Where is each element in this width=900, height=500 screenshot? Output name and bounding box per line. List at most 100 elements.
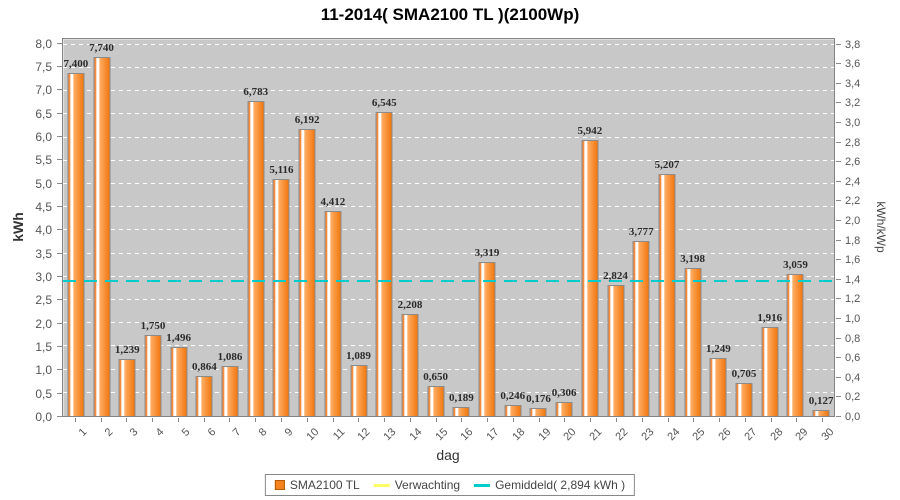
average-line (63, 279, 834, 282)
bar-day-14 (401, 313, 419, 416)
bar-value-label: 5,942 (577, 125, 603, 138)
y-right-tick (836, 259, 841, 261)
bar-day-18 (504, 404, 522, 416)
x-axis: 1 2 3 4 5 6 7 8 9 10 11 12 13 14 15 16 17 18 19 20 21 22 23 24 2… (62, 418, 837, 452)
bar-day-6 (195, 375, 213, 416)
bar-day-9 (272, 178, 290, 416)
bar-value-label: 1,496 (166, 331, 192, 344)
bar-day-20 (555, 401, 573, 416)
bar-value-label: 3,059 (783, 259, 808, 272)
y-left-tick-label: 4,5 (35, 200, 52, 215)
bar-value-label: 5,207 (654, 159, 680, 172)
x-tick-label: 25 (690, 426, 708, 444)
y-right-tick-label: 2,6 (845, 156, 861, 169)
bar-value-label: 7,740 (89, 41, 114, 54)
legend-label: Gemiddeld( 2,894 kWh ) (495, 478, 626, 492)
x-tick (667, 418, 669, 422)
y-axis-right: 0,0 0,2 0,4 0,6 0,8 1,0 1,2 1,4 1,6 1,8 2,0 2,2 2,4 2… (836, 38, 900, 423)
x-tick-label: 15 (432, 426, 451, 444)
x-tick (512, 418, 514, 422)
gridline (63, 113, 834, 115)
y-left-tick-label: 3,5 (35, 246, 52, 261)
bar-value-label: 3,777 (628, 225, 654, 238)
x-tick-label: 21 (587, 426, 605, 444)
x-tick (384, 418, 386, 422)
x-tick (435, 418, 437, 422)
bar-day-7 (221, 365, 239, 416)
chart-title: 11-2014( SMA2100 TL )(2100Wp) (320, 5, 580, 24)
bar-day-11 (324, 211, 342, 416)
x-tick (255, 418, 257, 422)
x-tick (641, 418, 643, 422)
x-tick-label: 19 (536, 426, 554, 444)
legend-item-series: SMA2100 TL (274, 478, 360, 492)
y-left-tick (57, 42, 62, 44)
bar-day-16 (452, 407, 470, 416)
y-right-tick-label: 3,0 (845, 117, 861, 130)
gridline (63, 136, 834, 138)
bar-value-label: 6,545 (371, 97, 397, 110)
y-right-tick-label: 0,4 (845, 371, 861, 384)
x-tick-label: 1 (76, 426, 90, 439)
y-left-tick-label: 6,0 (35, 130, 52, 145)
y-right-tick-label: 2,8 (845, 136, 861, 149)
x-tick-label: 22 (613, 426, 631, 444)
bar-value-label: 3,198 (680, 252, 706, 265)
y-right-tick-label: 2,2 (845, 195, 861, 208)
x-tick-label: 5 (179, 426, 193, 439)
x-tick (332, 418, 334, 422)
y-right-tick-label: 2,4 (845, 175, 861, 188)
y-left-tick (57, 252, 62, 254)
x-tick-label: 3 (128, 426, 141, 439)
y-right-tick (836, 82, 841, 84)
y-right-tick-label: 2,0 (845, 215, 861, 228)
x-tick-label: 11 (330, 426, 348, 443)
x-tick (281, 418, 283, 422)
y-left-tick (57, 159, 62, 161)
bar-value-label: 2,824 (603, 269, 628, 282)
x-tick (744, 418, 746, 422)
gridline (63, 159, 834, 161)
legend-label: Verwachting (394, 478, 461, 492)
gridline (63, 206, 834, 208)
y-right-tick (836, 376, 841, 378)
y-right-tick-label: 0,0 (845, 411, 861, 423)
x-tick (358, 418, 360, 422)
x-tick-label: 26 (716, 426, 734, 444)
y-left-tick-label: 0,0 (35, 410, 52, 424)
bar-day-2 (93, 56, 111, 416)
gridline (63, 345, 834, 347)
bar-value-label: 5,116 (269, 163, 294, 176)
x-tick-label: 2 (102, 426, 116, 439)
gridline (63, 252, 834, 254)
bar-day-3 (118, 358, 136, 416)
x-tick-label: 16 (458, 426, 476, 444)
gridline (63, 66, 834, 68)
bar-value-label: 1,089 (346, 350, 371, 363)
bar-value-label: 0,176 (526, 392, 551, 405)
y-right-tick (836, 357, 841, 359)
y-left-tick (57, 182, 62, 184)
bar-value-label: 3,319 (474, 246, 500, 259)
bar-day-4 (144, 334, 162, 416)
y-right-tick (836, 318, 841, 320)
bar-value-label: 6,783 (243, 86, 269, 99)
gridline (63, 322, 834, 324)
bar-value-label: 0,189 (448, 392, 474, 405)
x-tick-label: 7 (231, 426, 244, 439)
y-right-tick-label: 1,6 (845, 254, 861, 267)
x-tick-label: 9 (282, 426, 296, 439)
x-tick-label: 24 (664, 426, 683, 444)
bar-value-label: 0,306 (551, 386, 577, 399)
y-left-tick-label: 1,0 (35, 363, 52, 378)
bar-day-15 (427, 385, 445, 416)
x-tick-label: 13 (381, 426, 399, 444)
x-tick (74, 418, 76, 422)
bar-day-23 (632, 240, 650, 416)
average-line-icon (474, 483, 491, 487)
x-tick (409, 418, 411, 422)
y-left-tick (57, 322, 62, 324)
bar-day-29 (786, 274, 804, 416)
x-tick (229, 418, 231, 422)
x-tick-label: 6 (205, 426, 219, 439)
